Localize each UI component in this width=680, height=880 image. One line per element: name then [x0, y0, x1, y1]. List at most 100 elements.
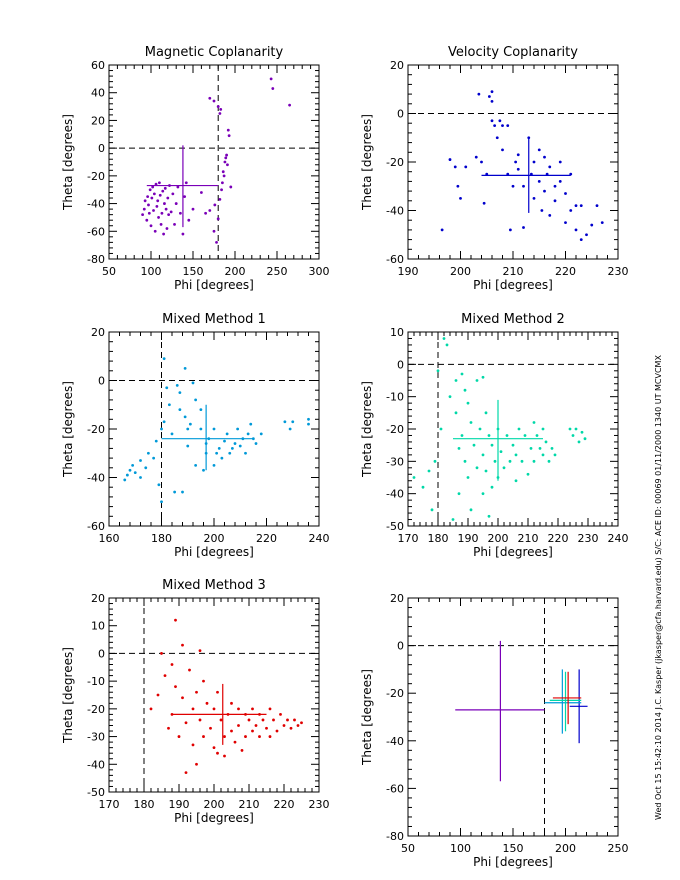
- data-point: [487, 514, 491, 518]
- data-point: [288, 427, 292, 431]
- y-tick-label: 20: [91, 326, 105, 339]
- data-point: [583, 437, 587, 441]
- y-tick-label: -20: [87, 423, 105, 436]
- data-point: [279, 713, 282, 716]
- data-point: [595, 204, 599, 208]
- data-point: [191, 743, 195, 747]
- y-tick-label: 10: [91, 620, 105, 633]
- data-point: [548, 213, 552, 217]
- data-point: [223, 754, 226, 758]
- y-tick-label: -30: [87, 731, 105, 744]
- data-point: [288, 103, 291, 107]
- y-tick-label: 20: [390, 592, 404, 605]
- data-point: [208, 96, 212, 100]
- data-point: [188, 668, 191, 672]
- data-point: [188, 422, 192, 426]
- data-point: [156, 199, 160, 203]
- data-point: [436, 369, 440, 373]
- x-axis-label: Phi [degrees]: [174, 278, 254, 292]
- y-tick-label: 10: [390, 326, 404, 339]
- data-point: [219, 107, 223, 111]
- data-point: [445, 343, 449, 347]
- data-point: [459, 196, 462, 200]
- data-point: [537, 180, 541, 183]
- data-point: [162, 420, 166, 424]
- data-point: [219, 718, 223, 722]
- x-tick-label: 100: [450, 842, 471, 855]
- data-point: [141, 213, 145, 217]
- x-axis-label: Phi [degrees]: [473, 278, 553, 292]
- data-point: [145, 218, 149, 222]
- data-point: [307, 422, 310, 426]
- x-tick-label: 50: [401, 842, 415, 855]
- y-tick-label: 0: [98, 375, 105, 388]
- x-tick-label: 230: [578, 532, 599, 545]
- x-tick-label: 180: [134, 798, 155, 811]
- data-point: [152, 456, 156, 460]
- x-tick-label: 200: [450, 265, 471, 278]
- y-axis-label: Theta [degrees]: [360, 669, 374, 766]
- data-point: [520, 459, 524, 463]
- data-point: [516, 167, 520, 171]
- y-tick-label: 0: [397, 358, 404, 371]
- data-point: [195, 690, 198, 694]
- data-point: [212, 427, 216, 431]
- data-point: [456, 184, 460, 188]
- data-point: [480, 160, 483, 164]
- data-point: [579, 238, 583, 242]
- data-point: [208, 209, 212, 212]
- data-point: [307, 417, 310, 421]
- data-point: [481, 375, 485, 379]
- plot-frame: [108, 64, 320, 260]
- data-point: [532, 196, 536, 200]
- data-point: [191, 381, 195, 385]
- data-point: [221, 170, 225, 174]
- data-point: [198, 649, 202, 653]
- chart-panel-4: 170 180 190 200 210 220 230 240 -50 -40 -30 -20 -10 0…: [360, 312, 629, 559]
- chart-title: Velocity Coplanarity: [448, 45, 578, 60]
- data-point: [223, 735, 226, 738]
- data-point: [163, 202, 166, 205]
- data-point: [453, 165, 457, 169]
- data-point: [508, 228, 512, 232]
- data-point: [187, 218, 191, 222]
- data-point: [511, 443, 515, 447]
- data-point: [218, 112, 222, 115]
- y-tick-label: -40: [386, 205, 404, 218]
- data-point: [181, 643, 184, 647]
- data-point: [125, 473, 129, 477]
- data-point: [237, 724, 240, 727]
- data-point: [478, 427, 482, 431]
- data-point: [226, 128, 230, 132]
- chart-title: Mixed Method 1: [162, 312, 266, 327]
- data-point: [222, 174, 226, 178]
- y-axis-label: Theta [degrees]: [61, 381, 75, 478]
- data-point: [272, 718, 275, 722]
- data-point: [144, 466, 148, 470]
- data-point: [590, 223, 594, 227]
- x-tick-label: 200: [204, 798, 225, 811]
- data-point: [490, 443, 494, 447]
- data-point: [259, 432, 263, 436]
- data-point: [574, 228, 578, 232]
- data-point: [146, 451, 150, 455]
- y-tick-label: -20: [87, 703, 105, 716]
- data-point: [523, 434, 527, 437]
- data-point: [223, 439, 226, 443]
- data-point: [249, 422, 253, 426]
- data-point: [157, 216, 160, 219]
- x-tick-label: 230: [309, 798, 330, 811]
- data-point: [205, 701, 209, 705]
- data-point: [508, 459, 512, 463]
- data-point: [233, 740, 237, 744]
- data-point: [535, 434, 539, 437]
- data-point: [412, 476, 416, 479]
- data-point: [171, 192, 175, 196]
- data-point: [202, 735, 205, 738]
- y-tick-label: 0: [397, 108, 404, 121]
- y-tick-label: 0: [98, 142, 105, 155]
- y-tick-label: 60: [91, 59, 105, 72]
- data-point: [553, 453, 557, 457]
- data-point: [564, 192, 567, 195]
